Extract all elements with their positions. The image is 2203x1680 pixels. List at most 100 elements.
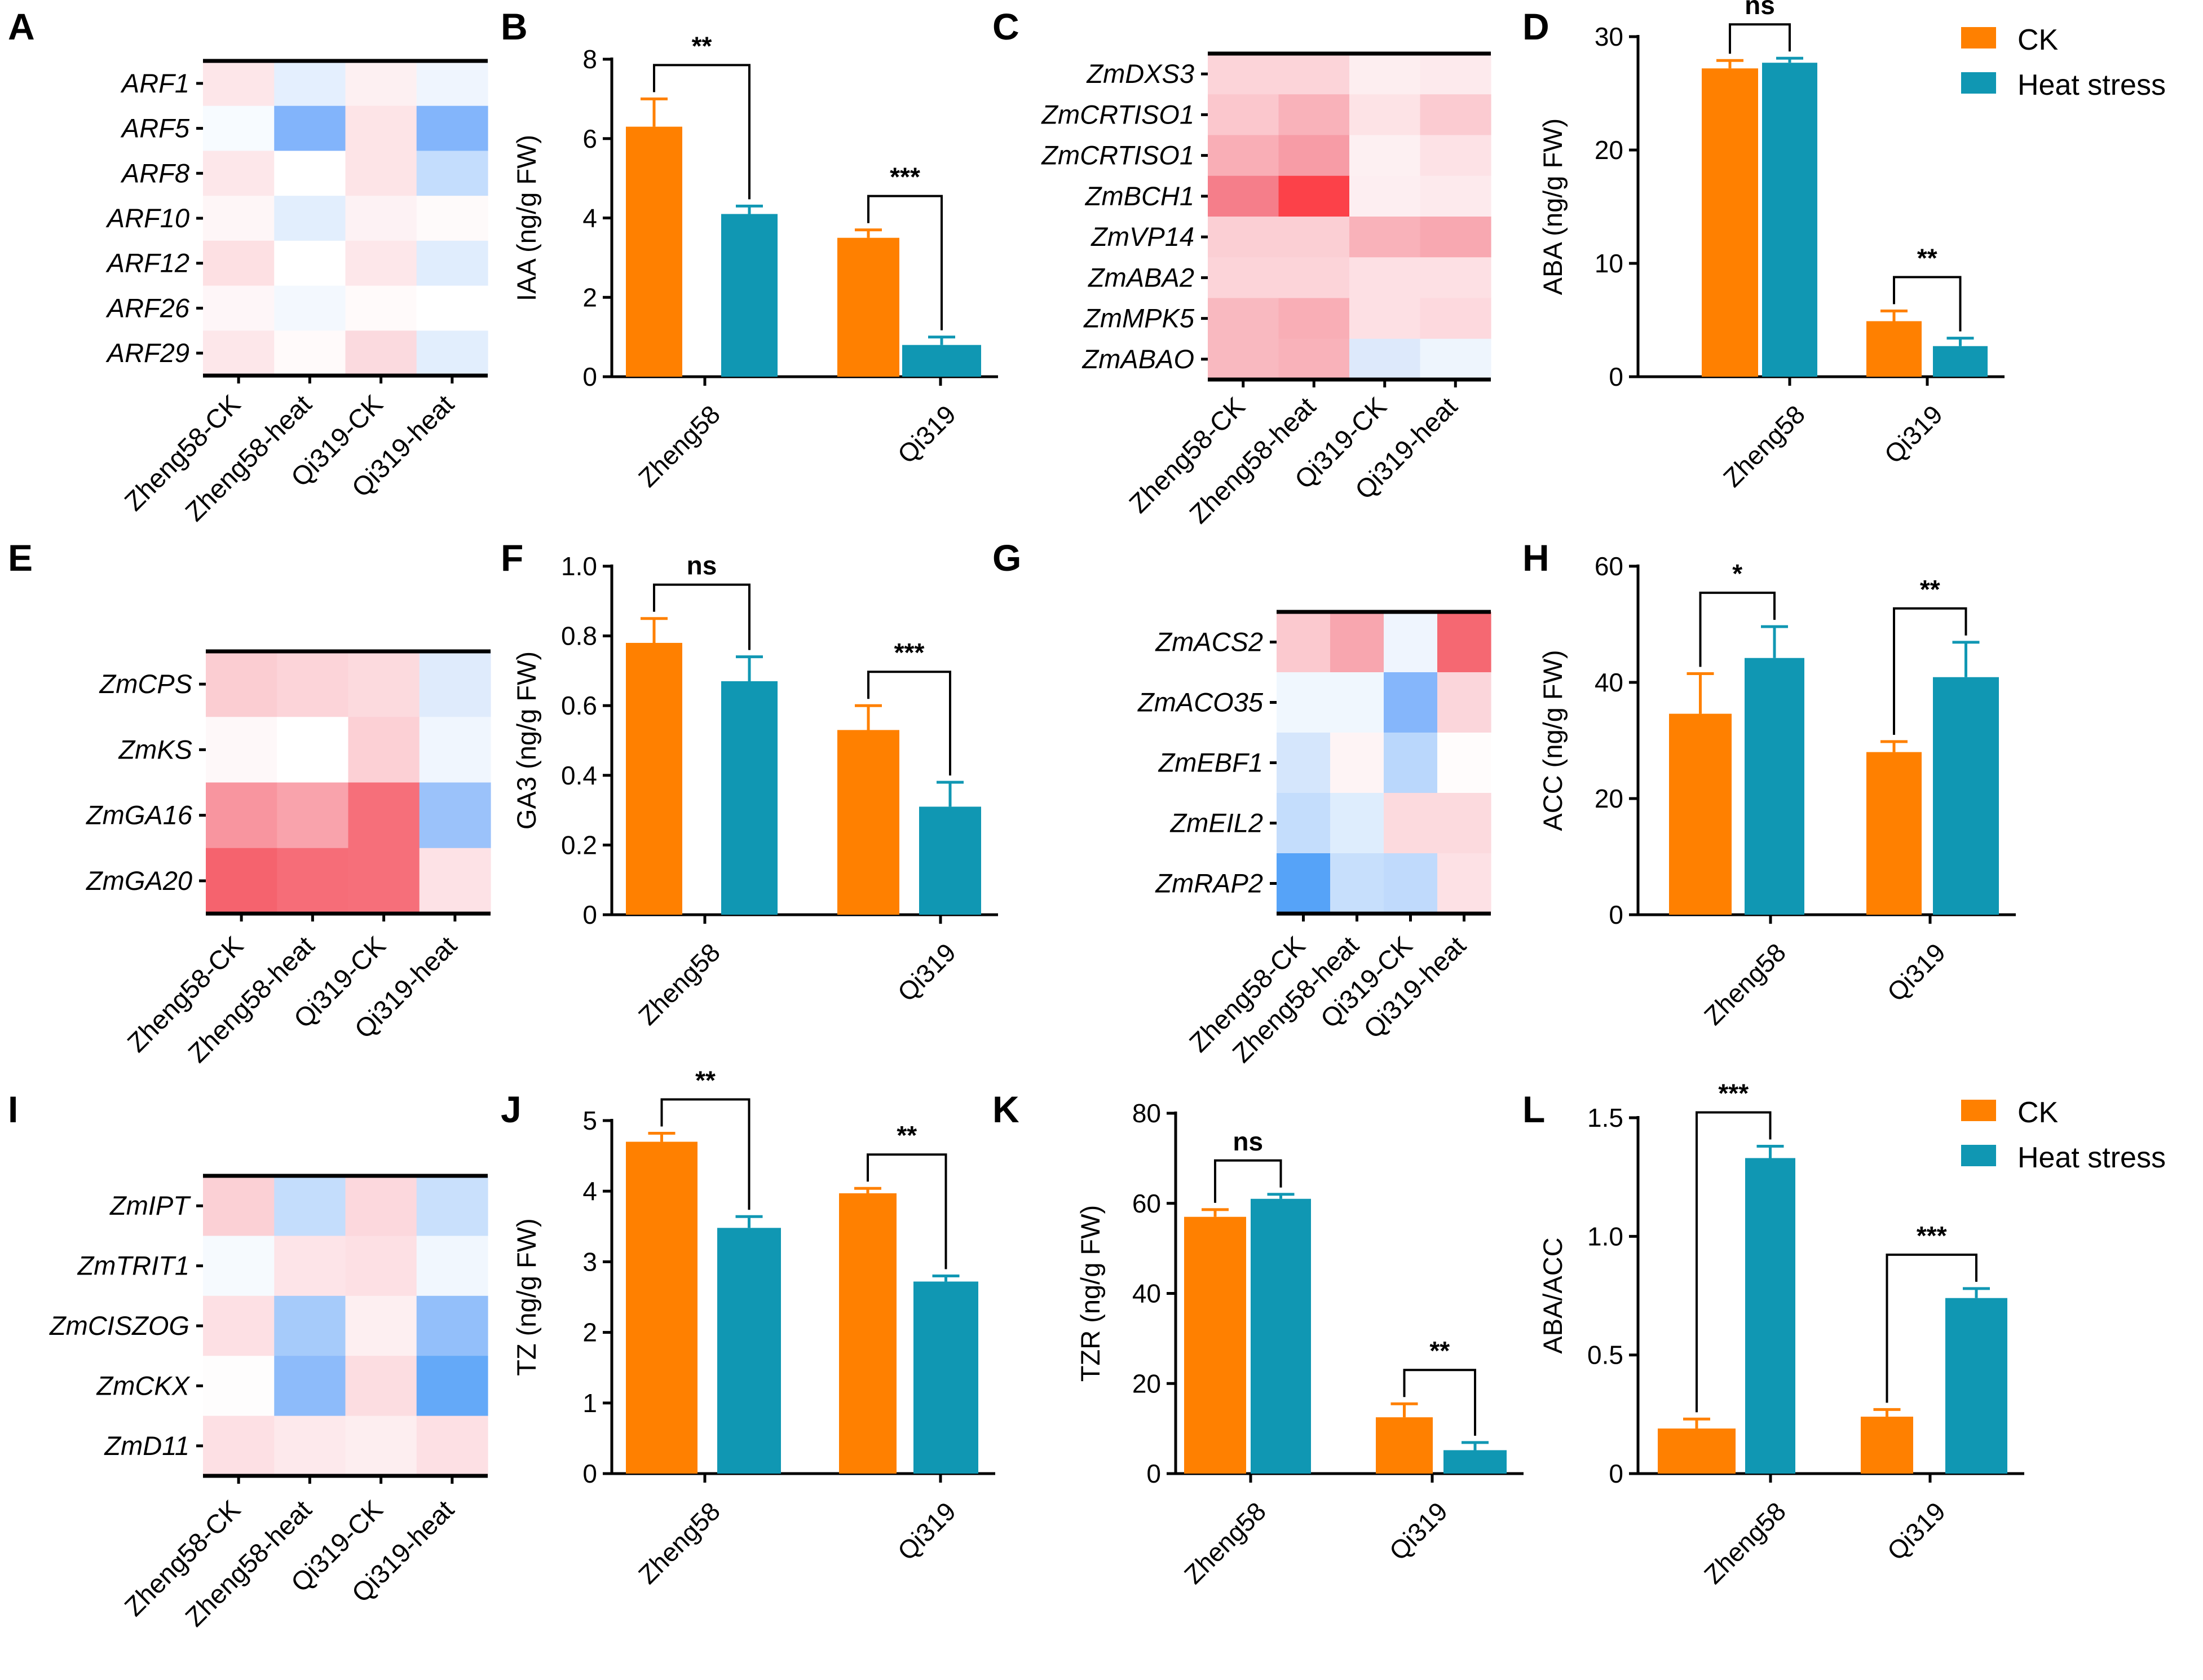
heatmap-cell [1420, 54, 1491, 95]
heatmap-row-label: ARF26 [105, 293, 190, 323]
panel-letter-K: K [992, 1088, 1019, 1130]
heatmap-cell [274, 196, 346, 241]
heatmap-cell [274, 330, 346, 376]
heatmap-cell [1349, 257, 1421, 299]
heatmap-cell [1349, 94, 1421, 136]
heatmap-cell [416, 1295, 488, 1356]
heatmap-cell [203, 105, 275, 152]
heatmap-cell [1330, 612, 1384, 673]
ck-bar [1376, 1417, 1433, 1474]
heatmap-cell [348, 717, 420, 783]
x-tick-label: Qi319 [1882, 937, 1952, 1007]
heatmap-cell [1208, 338, 1279, 380]
heatmap-panel-C: C ZmDXS3 ZmCRTISO1 ZmCRTISO1 ZmBCH1 ZmVP14 ZmA… [992, 6, 1491, 529]
legend-bottom: CK Heat stress [1961, 1096, 2166, 1174]
y-tick-label: 20 [1132, 1369, 1161, 1398]
ck-bar [839, 1193, 897, 1474]
heatmap-col-label: Zheng58-heat [179, 1494, 317, 1632]
y-tick-label: 40 [1595, 668, 1623, 697]
heatmap-cell [1384, 672, 1438, 733]
ck-bar [1866, 321, 1922, 377]
heatmap-cell [1278, 217, 1350, 258]
ck-bar [837, 730, 899, 915]
ck-bar [1702, 68, 1758, 377]
legend-top-heat-label: Heat stress [2017, 69, 2166, 102]
heatmap-cell [1277, 672, 1331, 733]
heatmap-cell [348, 651, 420, 717]
significance-bracket [1893, 607, 1967, 735]
heatmap-panel-G: GZmACS2ZmACO35ZmEBF1ZmEIL2ZmRAP2Zheng58-… [992, 537, 1491, 1068]
heatmap-cell [1420, 338, 1491, 380]
y-tick-label: 8 [582, 45, 597, 74]
heatmap-cell [416, 240, 488, 286]
heatmap-cell [206, 717, 277, 783]
heatmap-cell [277, 848, 349, 914]
heat-bar [721, 214, 778, 377]
heatmap-cell [1420, 135, 1491, 177]
heatmap-cell [203, 1176, 275, 1236]
heatmap-col-label: Zheng58-heat [1184, 391, 1321, 529]
y-tick-label: 0 [1609, 362, 1623, 391]
y-tick-label: 4 [582, 1176, 597, 1206]
heatmap-row-label: ZmCRTISO1 [1041, 99, 1194, 129]
heatmap-cell [277, 651, 349, 717]
significance-bracket [867, 195, 943, 330]
heatmap-cell [1330, 853, 1384, 914]
heat-bar [1745, 658, 1804, 915]
x-tick-label: Zheng58 [633, 399, 726, 492]
y-axis-title: ABA/ACC [1538, 1237, 1568, 1353]
heatmap-cell [1420, 175, 1491, 217]
significance-label: *** [1917, 1221, 1947, 1250]
heatmap-cell [1278, 257, 1350, 299]
heatmap-cell [203, 1295, 275, 1356]
heatmap-cell [1278, 338, 1350, 380]
heatmap-cell [203, 1416, 275, 1476]
x-tick-label: Qi319 [1882, 1496, 1952, 1566]
y-tick-label: 0 [582, 900, 597, 929]
heatmap-cell [206, 848, 277, 914]
heatmap-row-label: ARF29 [105, 338, 189, 368]
heatmap-cell [277, 717, 349, 783]
heatmap-row-label: ZmDXS3 [1086, 59, 1194, 89]
x-tick-label: Qi319 [892, 1496, 962, 1566]
y-axis-title: GA3 (ng/g FW) [511, 651, 541, 830]
heatmap-cell [203, 1236, 275, 1297]
y-tick-label: 0 [1609, 1459, 1623, 1488]
heatmap-cell [345, 1416, 417, 1476]
significance-bracket [867, 1153, 947, 1269]
heatmap-cell [1384, 853, 1438, 914]
ck-bar [626, 126, 682, 377]
heatmap-panel-A: A ARF1 ARF5 ARF8 ARF10 ARF12 ARF26 ARF29 Zheng58… [8, 6, 488, 527]
bar-panel-D: D 0 10 20 30 ABA (ng/g FW) Zheng58 Qi319 ns ** [1522, 0, 2005, 492]
y-tick-label: 10 [1595, 249, 1623, 278]
y-tick-label: 2 [582, 283, 597, 312]
heatmap-cell [1208, 54, 1279, 95]
heatmap-cell [203, 285, 275, 331]
heatmap-cell [1277, 733, 1331, 793]
heatmap-cell [203, 61, 275, 107]
heatmap-panel-E: EZmCPSZmKSZmGA16ZmGA20Zheng58-CKZheng58-… [8, 537, 491, 1068]
x-tick-label: Qi319 [892, 399, 962, 469]
heatmap-cell [1437, 733, 1491, 793]
heatmap-cell [1349, 338, 1421, 380]
y-tick-label: 0 [1609, 900, 1623, 929]
heatmap-row-label: ZmCISZOG [49, 1311, 189, 1341]
heatmap-cell [345, 1176, 417, 1236]
y-tick-label: 40 [1132, 1279, 1161, 1308]
significance-label: ** [1429, 1336, 1450, 1365]
y-tick-label: 0.8 [561, 621, 597, 651]
heat-bar [1251, 1198, 1311, 1474]
heatmap-cell [203, 151, 275, 196]
heat-bar [1443, 1450, 1507, 1474]
significance-bracket [653, 583, 750, 650]
x-tick-label: Zheng58 [1178, 1496, 1272, 1589]
legend-bottom-ck-label: CK [2017, 1096, 2059, 1129]
significance-label: ** [1920, 575, 1940, 604]
heatmap-cell [203, 196, 275, 241]
y-tick-label: 0 [582, 362, 597, 391]
significance-label: ** [692, 31, 712, 60]
heat-bar [902, 345, 981, 377]
heatmap-cell [203, 330, 275, 376]
panel-letter-C: C [992, 6, 1019, 47]
heat-bar [919, 806, 981, 915]
